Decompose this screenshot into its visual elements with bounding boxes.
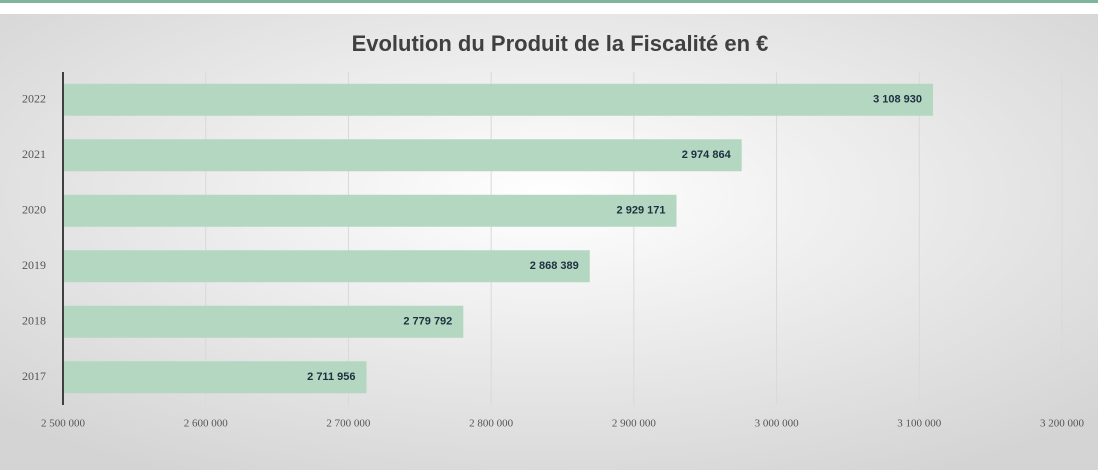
bar [64,83,934,116]
y-tick-label: 2022 [22,92,46,106]
value-label: 2 974 864 [682,149,732,161]
top-border [0,0,1098,3]
x-tick-label: 3 100 000 [897,418,942,430]
x-tick-label: 2 600 000 [184,418,229,430]
y-tick-label: 2020 [22,203,46,217]
x-tick-label: 2 800 000 [469,418,514,430]
bar [64,305,464,338]
y-tick-label: 2021 [22,147,46,161]
value-label: 2 711 956 [307,371,355,383]
chart-background [0,14,1098,470]
y-tick-label: 2019 [22,258,46,272]
value-label: 2 779 792 [403,316,452,328]
y-tick-label: 2017 [22,369,46,383]
bar [64,194,677,227]
x-tick-label: 2 900 000 [612,418,657,430]
chart-title: Evolution du Produit de la Fiscalité en … [352,31,769,56]
x-tick-label: 3 200 000 [1040,418,1085,430]
bar [64,139,742,172]
marks: 2022 3 108 930 2021 2 974 864 2020 2 929 171 2… [22,83,934,394]
bar [64,250,590,283]
y-tick-label: 2018 [22,314,46,328]
value-label: 2 929 171 [617,205,666,217]
value-label: 2 868 389 [530,260,579,272]
x-tick-label: 2 500 000 [41,418,86,430]
x-tick-label: 2 700 000 [326,418,371,430]
grid: 2 500 000 2 600 000 2 700 000 2 800 000 2 90… [41,72,1085,430]
value-label: 3 108 930 [873,94,922,106]
bar [64,361,367,394]
x-tick-label: 3 000 000 [755,418,800,430]
